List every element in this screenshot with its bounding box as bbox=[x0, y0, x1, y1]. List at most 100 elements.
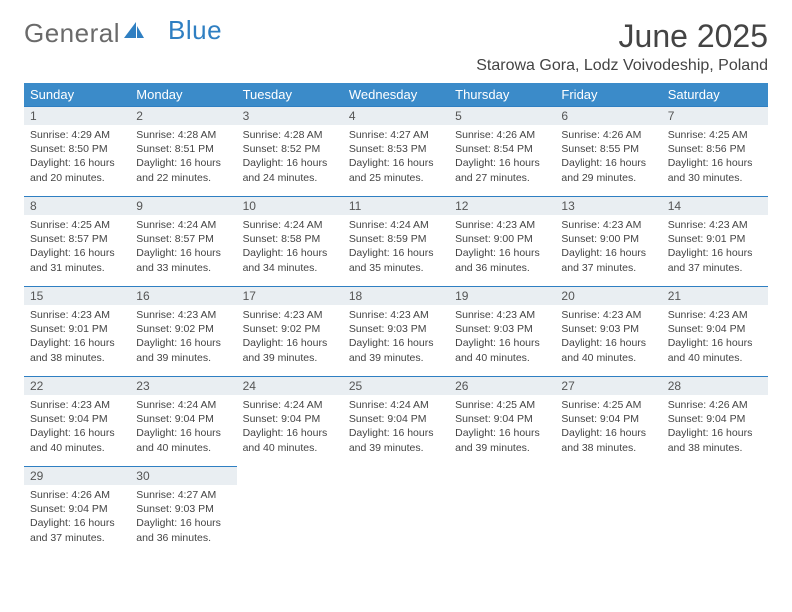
daylight-line: Daylight: 16 hours and 36 minutes. bbox=[136, 516, 230, 544]
sunrise-line: Sunrise: 4:25 AM bbox=[561, 398, 655, 412]
sunrise-line: Sunrise: 4:27 AM bbox=[136, 488, 230, 502]
sunset-line: Sunset: 8:56 PM bbox=[668, 142, 762, 156]
day-details: Sunrise: 4:26 AMSunset: 8:54 PMDaylight:… bbox=[449, 125, 555, 191]
sunset-line: Sunset: 9:02 PM bbox=[136, 322, 230, 336]
day-details: Sunrise: 4:23 AMSunset: 9:04 PMDaylight:… bbox=[24, 395, 130, 461]
sunset-line: Sunset: 9:04 PM bbox=[243, 412, 337, 426]
daylight-line: Daylight: 16 hours and 39 minutes. bbox=[349, 336, 443, 364]
daylight-line: Daylight: 16 hours and 40 minutes. bbox=[136, 426, 230, 454]
day-number: 8 bbox=[24, 197, 130, 215]
daylight-line: Daylight: 16 hours and 33 minutes. bbox=[136, 246, 230, 274]
calendar-cell bbox=[555, 467, 661, 557]
sunset-line: Sunset: 9:04 PM bbox=[561, 412, 655, 426]
location-text: Starowa Gora, Lodz Voivodeship, Poland bbox=[476, 57, 768, 75]
calendar-cell: 5Sunrise: 4:26 AMSunset: 8:54 PMDaylight… bbox=[449, 107, 555, 197]
sunrise-line: Sunrise: 4:23 AM bbox=[455, 308, 549, 322]
calendar-cell: 9Sunrise: 4:24 AMSunset: 8:57 PMDaylight… bbox=[130, 197, 236, 287]
sunset-line: Sunset: 9:04 PM bbox=[349, 412, 443, 426]
day-details: Sunrise: 4:24 AMSunset: 9:04 PMDaylight:… bbox=[343, 395, 449, 461]
calendar-cell: 28Sunrise: 4:26 AMSunset: 9:04 PMDayligh… bbox=[662, 377, 768, 467]
sunset-line: Sunset: 8:57 PM bbox=[136, 232, 230, 246]
calendar-cell bbox=[343, 467, 449, 557]
day-details: Sunrise: 4:26 AMSunset: 9:04 PMDaylight:… bbox=[662, 395, 768, 461]
sunrise-line: Sunrise: 4:28 AM bbox=[243, 128, 337, 142]
day-number: 16 bbox=[130, 287, 236, 305]
daylight-line: Daylight: 16 hours and 34 minutes. bbox=[243, 246, 337, 274]
day-details: Sunrise: 4:24 AMSunset: 8:59 PMDaylight:… bbox=[343, 215, 449, 281]
calendar-cell: 16Sunrise: 4:23 AMSunset: 9:02 PMDayligh… bbox=[130, 287, 236, 377]
calendar-row: 8Sunrise: 4:25 AMSunset: 8:57 PMDaylight… bbox=[24, 197, 768, 287]
sunset-line: Sunset: 9:00 PM bbox=[561, 232, 655, 246]
calendar-cell: 17Sunrise: 4:23 AMSunset: 9:02 PMDayligh… bbox=[237, 287, 343, 377]
calendar-cell: 27Sunrise: 4:25 AMSunset: 9:04 PMDayligh… bbox=[555, 377, 661, 467]
daylight-line: Daylight: 16 hours and 37 minutes. bbox=[30, 516, 124, 544]
daylight-line: Daylight: 16 hours and 29 minutes. bbox=[561, 156, 655, 184]
calendar-cell: 25Sunrise: 4:24 AMSunset: 9:04 PMDayligh… bbox=[343, 377, 449, 467]
daylight-line: Daylight: 16 hours and 37 minutes. bbox=[561, 246, 655, 274]
calendar-row: 22Sunrise: 4:23 AMSunset: 9:04 PMDayligh… bbox=[24, 377, 768, 467]
sunrise-line: Sunrise: 4:24 AM bbox=[243, 398, 337, 412]
sunrise-line: Sunrise: 4:24 AM bbox=[349, 218, 443, 232]
sunrise-line: Sunrise: 4:28 AM bbox=[136, 128, 230, 142]
sunrise-line: Sunrise: 4:26 AM bbox=[30, 488, 124, 502]
weekday-header: Tuesday bbox=[237, 83, 343, 107]
sunset-line: Sunset: 9:03 PM bbox=[561, 322, 655, 336]
calendar-cell: 22Sunrise: 4:23 AMSunset: 9:04 PMDayligh… bbox=[24, 377, 130, 467]
day-number: 24 bbox=[237, 377, 343, 395]
calendar-cell: 8Sunrise: 4:25 AMSunset: 8:57 PMDaylight… bbox=[24, 197, 130, 287]
calendar-cell: 30Sunrise: 4:27 AMSunset: 9:03 PMDayligh… bbox=[130, 467, 236, 557]
weekday-header: Wednesday bbox=[343, 83, 449, 107]
calendar-cell: 10Sunrise: 4:24 AMSunset: 8:58 PMDayligh… bbox=[237, 197, 343, 287]
sunrise-line: Sunrise: 4:24 AM bbox=[136, 398, 230, 412]
day-number: 5 bbox=[449, 107, 555, 125]
calendar-cell: 3Sunrise: 4:28 AMSunset: 8:52 PMDaylight… bbox=[237, 107, 343, 197]
sunset-line: Sunset: 8:57 PM bbox=[30, 232, 124, 246]
day-number: 7 bbox=[662, 107, 768, 125]
daylight-line: Daylight: 16 hours and 40 minutes. bbox=[561, 336, 655, 364]
day-number: 6 bbox=[555, 107, 661, 125]
logo-text-general: General bbox=[24, 18, 120, 49]
day-number: 19 bbox=[449, 287, 555, 305]
sunrise-line: Sunrise: 4:23 AM bbox=[30, 308, 124, 322]
day-details: Sunrise: 4:23 AMSunset: 9:03 PMDaylight:… bbox=[555, 305, 661, 371]
day-details: Sunrise: 4:24 AMSunset: 8:58 PMDaylight:… bbox=[237, 215, 343, 281]
sunset-line: Sunset: 8:55 PM bbox=[561, 142, 655, 156]
sunset-line: Sunset: 9:00 PM bbox=[455, 232, 549, 246]
daylight-line: Daylight: 16 hours and 39 minutes. bbox=[455, 426, 549, 454]
day-details: Sunrise: 4:23 AMSunset: 9:02 PMDaylight:… bbox=[237, 305, 343, 371]
day-number: 1 bbox=[24, 107, 130, 125]
daylight-line: Daylight: 16 hours and 27 minutes. bbox=[455, 156, 549, 184]
sunset-line: Sunset: 9:04 PM bbox=[136, 412, 230, 426]
day-number: 21 bbox=[662, 287, 768, 305]
calendar-table: Sunday Monday Tuesday Wednesday Thursday… bbox=[24, 83, 768, 557]
sunset-line: Sunset: 9:04 PM bbox=[668, 322, 762, 336]
calendar-cell bbox=[237, 467, 343, 557]
day-number: 15 bbox=[24, 287, 130, 305]
daylight-line: Daylight: 16 hours and 35 minutes. bbox=[349, 246, 443, 274]
calendar-cell: 11Sunrise: 4:24 AMSunset: 8:59 PMDayligh… bbox=[343, 197, 449, 287]
day-number: 13 bbox=[555, 197, 661, 215]
sunset-line: Sunset: 9:03 PM bbox=[349, 322, 443, 336]
sunrise-line: Sunrise: 4:26 AM bbox=[455, 128, 549, 142]
daylight-line: Daylight: 16 hours and 25 minutes. bbox=[349, 156, 443, 184]
sunrise-line: Sunrise: 4:25 AM bbox=[668, 128, 762, 142]
daylight-line: Daylight: 16 hours and 37 minutes. bbox=[668, 246, 762, 274]
day-number: 22 bbox=[24, 377, 130, 395]
sunrise-line: Sunrise: 4:23 AM bbox=[349, 308, 443, 322]
sunrise-line: Sunrise: 4:24 AM bbox=[136, 218, 230, 232]
calendar-cell: 4Sunrise: 4:27 AMSunset: 8:53 PMDaylight… bbox=[343, 107, 449, 197]
daylight-line: Daylight: 16 hours and 24 minutes. bbox=[243, 156, 337, 184]
sunset-line: Sunset: 9:01 PM bbox=[668, 232, 762, 246]
sunset-line: Sunset: 8:54 PM bbox=[455, 142, 549, 156]
sunrise-line: Sunrise: 4:23 AM bbox=[668, 218, 762, 232]
sunset-line: Sunset: 9:02 PM bbox=[243, 322, 337, 336]
day-number: 29 bbox=[24, 467, 130, 485]
weekday-header: Sunday bbox=[24, 83, 130, 107]
calendar-cell bbox=[662, 467, 768, 557]
daylight-line: Daylight: 16 hours and 38 minutes. bbox=[30, 336, 124, 364]
sunset-line: Sunset: 9:04 PM bbox=[668, 412, 762, 426]
day-number: 14 bbox=[662, 197, 768, 215]
calendar-body: 1Sunrise: 4:29 AMSunset: 8:50 PMDaylight… bbox=[24, 107, 768, 557]
sunrise-line: Sunrise: 4:23 AM bbox=[561, 308, 655, 322]
calendar-cell: 12Sunrise: 4:23 AMSunset: 9:00 PMDayligh… bbox=[449, 197, 555, 287]
